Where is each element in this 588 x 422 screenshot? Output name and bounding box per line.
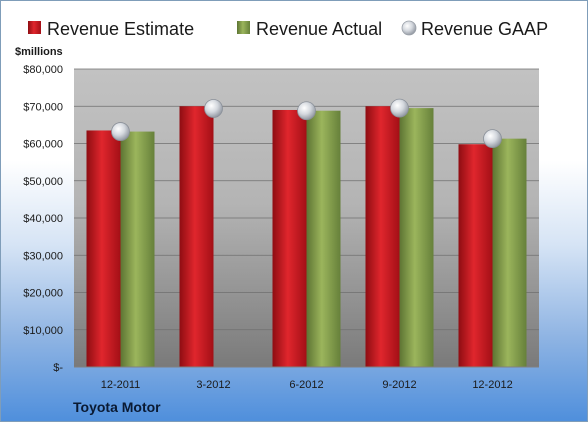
legend-swatch-actual — [237, 21, 250, 34]
x-axis: 12-2011 3-2012 6-2012 9-2012 12-2012 — [101, 379, 513, 391]
x-tick-label: 12-2011 — [101, 379, 141, 391]
estimate-bar — [179, 106, 214, 367]
gaap-marker — [204, 99, 223, 118]
estimate-bar — [272, 109, 307, 367]
estimate-bar — [458, 144, 493, 367]
gaap-marker — [483, 129, 502, 149]
y-tick-label: $20,000 — [23, 288, 63, 300]
gaap-markers — [111, 98, 502, 149]
legend-swatch-estimate — [28, 21, 41, 34]
x-tick-label: 12-2012 — [472, 379, 512, 391]
gaap-marker — [297, 101, 316, 121]
actual-bar — [492, 138, 527, 367]
x-tick-label: 3-2012 — [196, 379, 230, 391]
y-tick-label: $10,000 — [23, 325, 63, 337]
actual-bar — [306, 110, 341, 367]
estimate-bar — [365, 106, 400, 367]
gaap-marker — [390, 98, 409, 118]
company-name: Toyota Motor — [73, 399, 161, 415]
bars — [86, 106, 527, 368]
actual-bar — [399, 108, 434, 368]
legend-label-gaap: Revenue GAAP — [421, 19, 548, 39]
x-tick-label: 6-2012 — [289, 379, 323, 391]
legend-label-estimate: Revenue Estimate — [47, 19, 194, 39]
y-axis: $- $10,000 $20,000 $30,000 $40,000 $50,000 $60… — [23, 64, 63, 374]
y-tick-label: $60,000 — [23, 139, 63, 151]
y-tick-label: $- — [53, 362, 63, 374]
estimate-bar — [86, 130, 121, 367]
gaap-marker — [111, 122, 130, 141]
legend: Revenue Estimate Revenue Actual Revenue … — [28, 19, 548, 39]
y-tick-label: $80,000 — [23, 64, 63, 76]
legend-label-actual: Revenue Actual — [256, 19, 382, 39]
y-tick-label: $30,000 — [23, 250, 63, 262]
actual-bar — [120, 131, 155, 367]
y-tick-label: $50,000 — [23, 176, 63, 188]
units-label: $millions — [15, 46, 63, 58]
y-tick-label: $70,000 — [23, 101, 63, 113]
x-tick-label: 9-2012 — [382, 379, 416, 391]
y-tick-label: $40,000 — [23, 213, 63, 225]
legend-marker-gaap — [401, 20, 417, 36]
